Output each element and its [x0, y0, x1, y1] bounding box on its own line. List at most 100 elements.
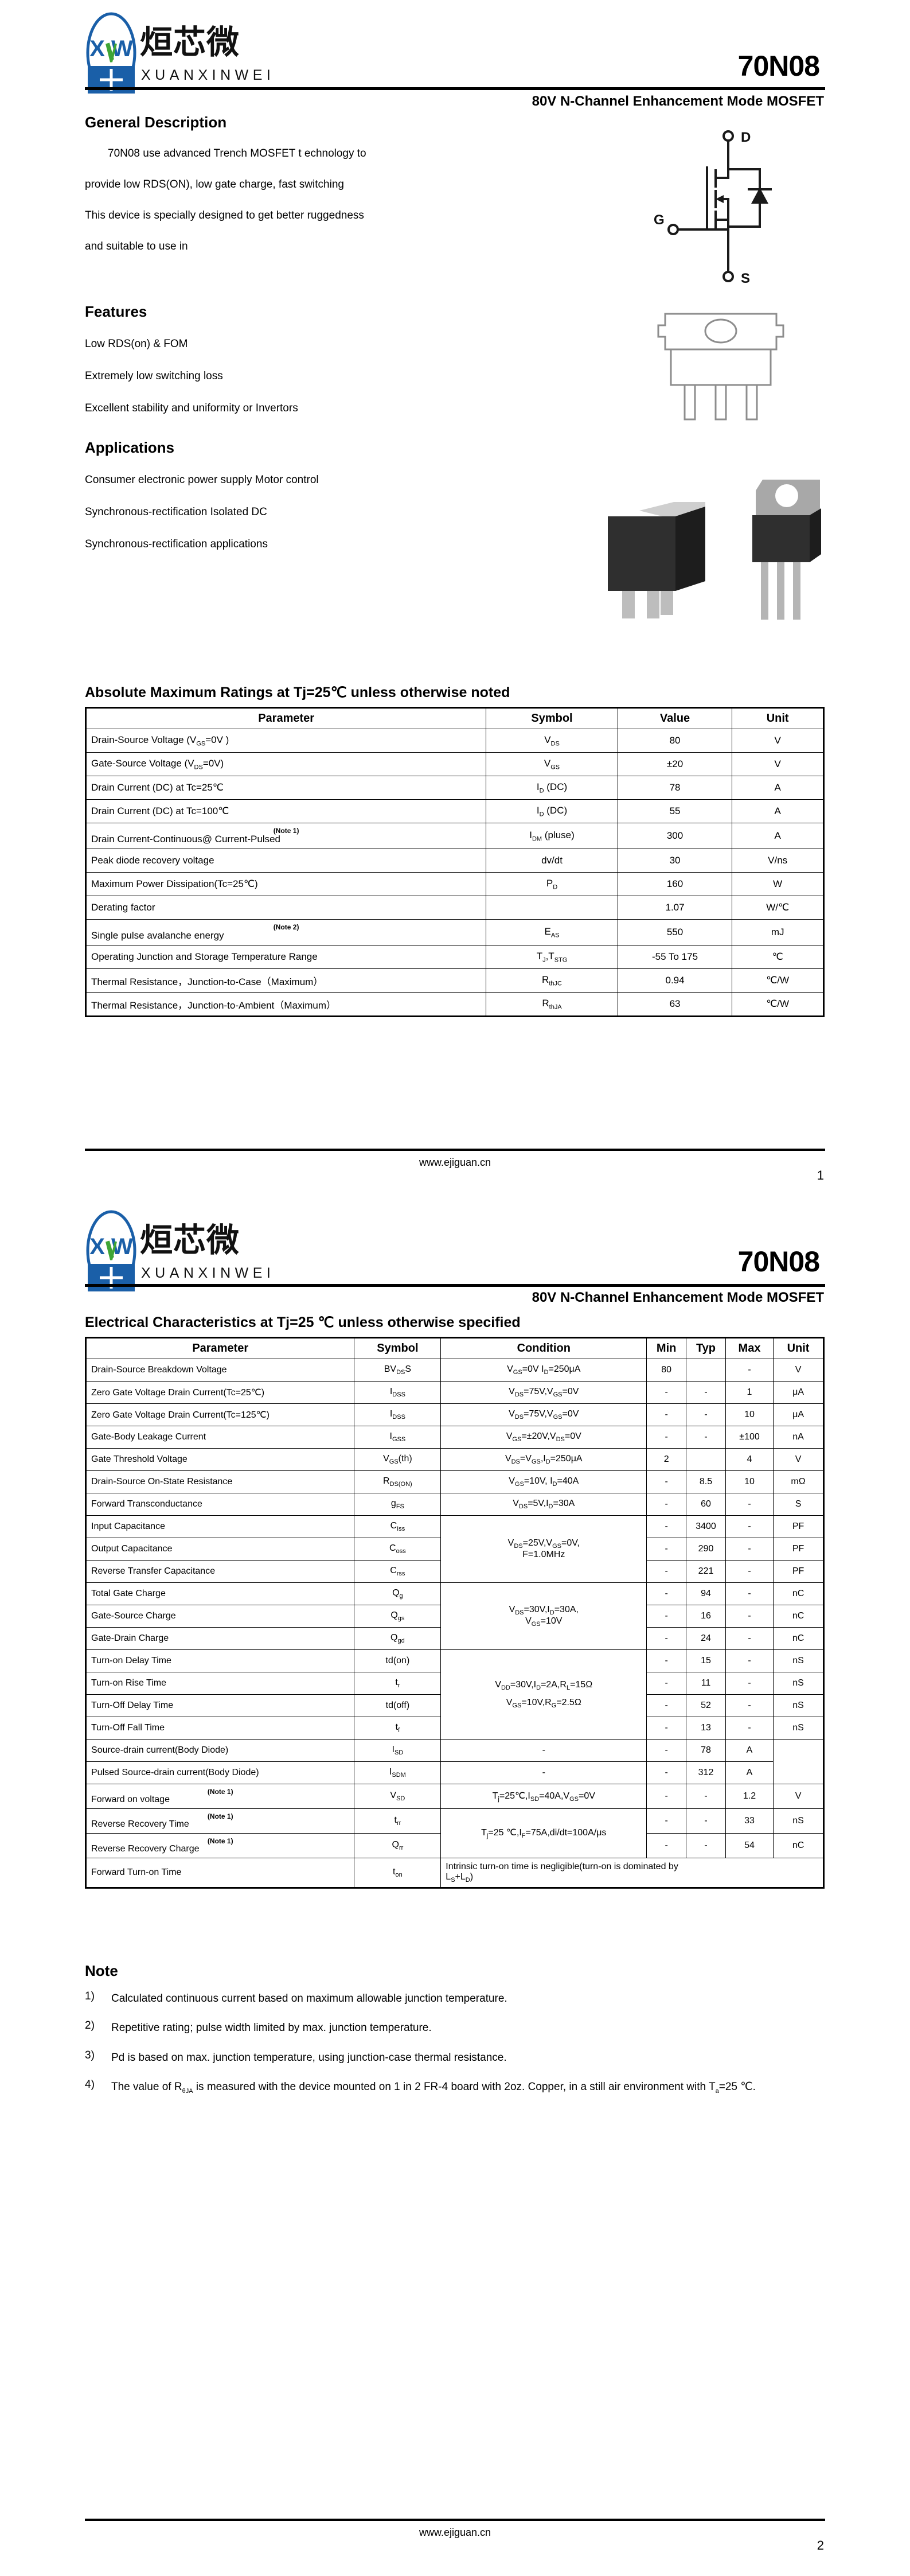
elec-cell-symbol: Crss	[354, 1560, 442, 1583]
elec-cell-unit: μA	[773, 1403, 824, 1426]
elec-char-row: Forward Transconductance gFS VDS=5V,ID=30A…	[85, 1493, 824, 1516]
abs-max-cell-value: 63	[617, 992, 733, 1017]
feature-item-1: Extremely low switching loss	[85, 370, 223, 382]
elec-cell-condition: Tj=25 ℃,IF=75A,di/dt=100A/μs	[440, 1808, 647, 1858]
elec-char-row: Turn-on Rise Time tr -11- nS	[85, 1672, 824, 1695]
elec-cell-parameter: Turn-Off Fall Time	[85, 1717, 355, 1740]
elec-cell-parameter: Output Capacitance	[85, 1538, 355, 1561]
elec-col-typ: Typ	[686, 1337, 726, 1359]
package-outline-drawing	[655, 301, 787, 433]
elec-cell-parameter: Total Gate Charge	[85, 1582, 355, 1605]
elec-char-row: Zero Gate Voltage Drain Current(Tc=25℃) I…	[85, 1381, 824, 1404]
elec-cell-typ: -	[646, 1739, 687, 1762]
company-logo: X W 烜芯微 XUANXINWEI	[85, 11, 280, 95]
elec-cell-unit: PF	[773, 1560, 824, 1583]
page1-footer-url: www.ejiguan.cn	[419, 1157, 491, 1168]
elec-col-unit: Unit	[773, 1337, 824, 1359]
page1-number: 1	[817, 1168, 824, 1182]
elec-cell-symbol: IDSS	[354, 1403, 442, 1426]
abs-max-table: Parameter Symbol Value Unit Drain-Source…	[85, 707, 825, 1017]
symbol-gate-label: G	[654, 212, 665, 228]
xxw-logo-icon: X W	[86, 12, 136, 94]
elec-cell-condition: VDD=30V,ID=2A,RL=15Ω VGS=10V,RG=2.5Ω	[440, 1649, 647, 1740]
abs-max-cell-unit: W/℃	[732, 896, 824, 920]
note-number: 3)	[85, 2049, 95, 2061]
elec-cell-parameter: Turn-Off Delay Time	[85, 1694, 355, 1717]
elec-char-title: Electrical Characteristics at Tj=25 ℃ un…	[85, 1314, 521, 1331]
elec-char-table: Parameter Symbol Condition Min Typ Max U…	[85, 1337, 825, 1889]
abs-max-cell-unit: V	[732, 729, 824, 753]
elec-cell-min: -	[646, 1515, 687, 1538]
abs-max-cell-unit: A	[732, 799, 824, 823]
abs-max-title-bold: Absolute Maximum Ratings	[85, 684, 273, 701]
elec-cell-unit: mΩ	[773, 1470, 824, 1493]
elec-cell-unit: nS	[773, 1672, 824, 1695]
elec-note-marker: (Note 1)	[207, 1837, 233, 1845]
elec-cell-unit: A	[725, 1761, 774, 1784]
company-name-en: XUANXINWEI	[141, 67, 275, 83]
elec-cell-symbol: CIss	[354, 1515, 442, 1538]
elec-col-condition: Condition	[440, 1337, 647, 1359]
elec-cell-condition: VDS=VGS,ID=250μA	[440, 1448, 647, 1471]
mosfet-symbol-diagram: D S G	[642, 123, 791, 295]
elec-cell-min: -	[646, 1538, 687, 1561]
note-item: 4) The value of RθJA is measured with the…	[85, 2079, 830, 2096]
elec-char-row: Drain-Source Breakdown Voltage BVDSS VGS=0…	[85, 1359, 824, 1382]
abs-max-cell-parameter: (Note 2) Single pulse avalanche energy	[85, 919, 487, 945]
elec-cell-min: -	[440, 1739, 647, 1762]
abs-max-col-unit: Unit	[732, 707, 824, 729]
elec-cell-min: -	[646, 1717, 687, 1740]
abs-max-cell-value: 78	[617, 776, 733, 800]
elec-char-row: Turn-Off Fall Time tf -13- nS	[85, 1717, 824, 1740]
abs-max-header-row: Parameter Symbol Value Unit	[85, 707, 824, 729]
elec-cell-typ	[686, 1448, 726, 1471]
elec-cell-symbol: Qgd	[354, 1627, 442, 1650]
elec-cell-parameter: Gate-Drain Charge	[85, 1627, 355, 1650]
abs-max-col-symbol: Symbol	[486, 707, 618, 729]
abs-max-cell-unit: V	[732, 752, 824, 776]
page1-header: X W 烜芯微 XUANXINWEI 70N08 80V N-Channel E…	[0, 0, 910, 109]
note-text: Calculated continuous current based on m…	[111, 1993, 507, 2005]
elec-cell-parameter: Forward Transconductance	[85, 1493, 355, 1516]
elec-cell-parameter: Reverse Transfer Capacitance	[85, 1560, 355, 1583]
elec-char-title-bold: Electrical Characteristics	[85, 1314, 256, 1330]
elec-cell-max: -	[725, 1717, 774, 1740]
abs-max-cell-parameter: Thermal Resistance，Junction-to-Ambient（M…	[85, 992, 487, 1017]
elec-cell-parameter: Turn-on Delay Time	[85, 1649, 355, 1672]
general-description-line-3: and suitable to use in	[85, 240, 188, 252]
abs-max-cell-symbol: RthJC	[486, 968, 618, 993]
company-name-en-2: XUANXINWEI	[141, 1265, 275, 1281]
elec-cell-condition: VDS=5V,ID=30A	[440, 1493, 647, 1516]
elec-cell-typ: 24	[686, 1627, 726, 1650]
elec-cell-min: -	[646, 1649, 687, 1672]
elec-cell-max: -	[725, 1672, 774, 1695]
elec-cell-max: -	[725, 1538, 774, 1561]
abs-max-cell-parameter: Gate-Source Voltage (VDS=0V)	[85, 752, 487, 776]
elec-cell-condition: VDS=30V,ID=30A, VGS=10V	[440, 1582, 647, 1650]
elec-cell-max: -	[725, 1649, 774, 1672]
elec-cell-max: -	[725, 1582, 774, 1605]
elec-cell-condition: VGS=10V, ID=40A	[440, 1470, 647, 1493]
abs-max-row: (Note 2) Single pulse avalanche energy EAS…	[85, 919, 824, 945]
elec-col-parameter: Parameter	[85, 1337, 355, 1359]
elec-char-header-row: Parameter Symbol Condition Min Typ Max U…	[85, 1337, 824, 1359]
elec-cell-max: -	[725, 1560, 774, 1583]
abs-max-cell-unit: W	[732, 872, 824, 896]
application-item-1: Synchronous-rectification Isolated DC	[85, 506, 267, 518]
elec-char-row: Source-drain current(Body Diode) ISD - -78 A	[85, 1739, 824, 1762]
elec-cell-unit: V	[773, 1448, 824, 1471]
features-section: Features Low RDS(on) & FOM Extremely low…	[85, 303, 486, 415]
note-number: 4)	[85, 2079, 95, 2091]
elec-cell-max: 54	[725, 1833, 774, 1858]
application-item-2: Synchronous-rectification applications	[85, 538, 268, 550]
elec-cell-unit: nS	[773, 1694, 824, 1717]
feature-item-0: Low RDS(on) & FOM	[85, 338, 188, 350]
abs-max-cell-value: 0.94	[617, 968, 733, 993]
abs-max-row: Drain-Source Voltage (VGS=0V ) VDS 80 V	[85, 729, 824, 753]
elec-cell-min: -	[646, 1808, 687, 1834]
elec-cell-typ: 290	[686, 1538, 726, 1561]
elec-cell-max: 312	[686, 1761, 726, 1784]
abs-max-cell-parameter: Drain-Source Voltage (VGS=0V )	[85, 729, 487, 753]
elec-char-row: Gate-Body Leakage Current IGSS VGS=±20V,VD…	[85, 1426, 824, 1449]
elec-cell-max: 4	[725, 1448, 774, 1471]
